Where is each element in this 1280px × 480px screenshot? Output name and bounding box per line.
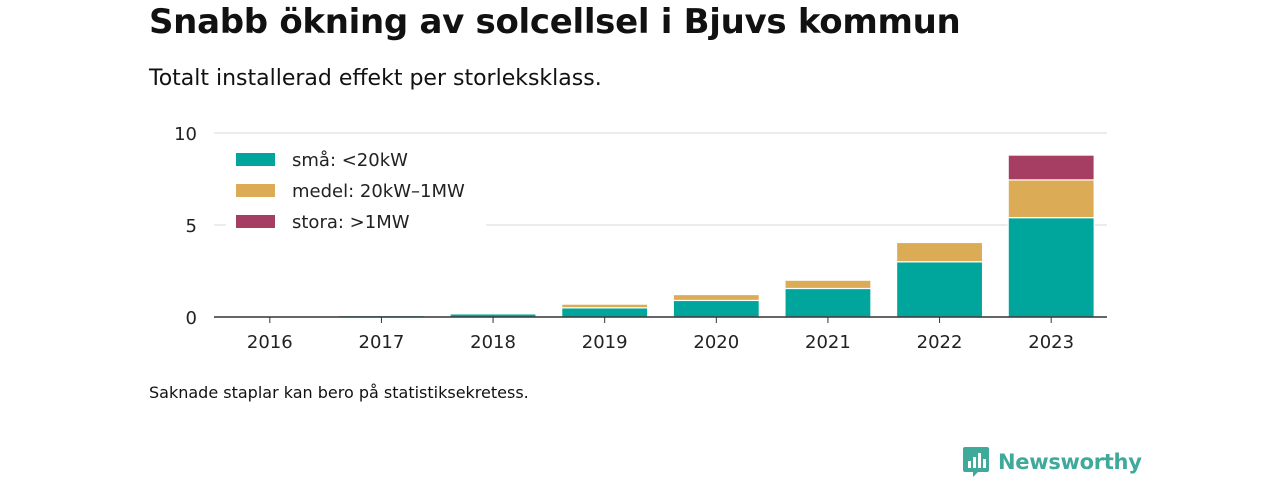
bar-segment (1007, 179, 1095, 219)
bar-segment (784, 287, 872, 318)
x-tick-label: 2016 (247, 332, 293, 353)
x-axis: 2016 2017 2018 2019 2020 2021 2022 2023 (214, 316, 1107, 353)
legend-swatch (236, 153, 275, 166)
footnote: Saknade staplar kan bero på statistiksek… (149, 383, 529, 402)
y-tick-label: 0 (186, 308, 197, 329)
legend: små: <20kW medel: 20kW–1MW stora: >1MW (226, 147, 486, 237)
bar-segment (895, 261, 984, 318)
chart-subtitle: Totalt installerad effekt per storlekskl… (149, 66, 602, 91)
brand-name: Newsworthy (998, 450, 1142, 474)
x-tick-label: 2021 (805, 332, 851, 353)
legend-label: medel: 20kW–1MW (292, 181, 465, 202)
bar-segment (561, 303, 649, 309)
bar-segment (1007, 154, 1095, 181)
legend-label: små: <20kW (292, 150, 408, 171)
newsworthy-logo-icon (963, 447, 989, 477)
bars (226, 154, 1095, 318)
x-tick-label: 2022 (917, 332, 963, 353)
y-axis: 0 5 10 (174, 124, 197, 329)
bar-segment (449, 312, 537, 315)
x-tick-label: 2017 (359, 332, 405, 353)
legend-swatch (236, 215, 275, 228)
bar-segment (672, 293, 760, 302)
legend-swatch (236, 184, 275, 197)
legend-label: stora: >1MW (292, 212, 410, 233)
bar-segment (672, 299, 760, 318)
bar-segment (895, 241, 984, 263)
bar-segment (784, 279, 872, 290)
chart-title: Snabb ökning av solcellsel i Bjuvs kommu… (149, 2, 961, 42)
brand-logo: Newsworthy (962, 446, 1142, 478)
bar-segment (1007, 217, 1095, 318)
x-tick-label: 2019 (582, 332, 628, 353)
x-tick-label: 2020 (693, 332, 739, 353)
x-tick-label: 2018 (470, 332, 516, 353)
y-tick-label: 5 (186, 216, 197, 237)
bar-segment (561, 307, 649, 318)
y-tick-label: 10 (174, 124, 197, 145)
x-tick-label: 2023 (1028, 332, 1074, 353)
